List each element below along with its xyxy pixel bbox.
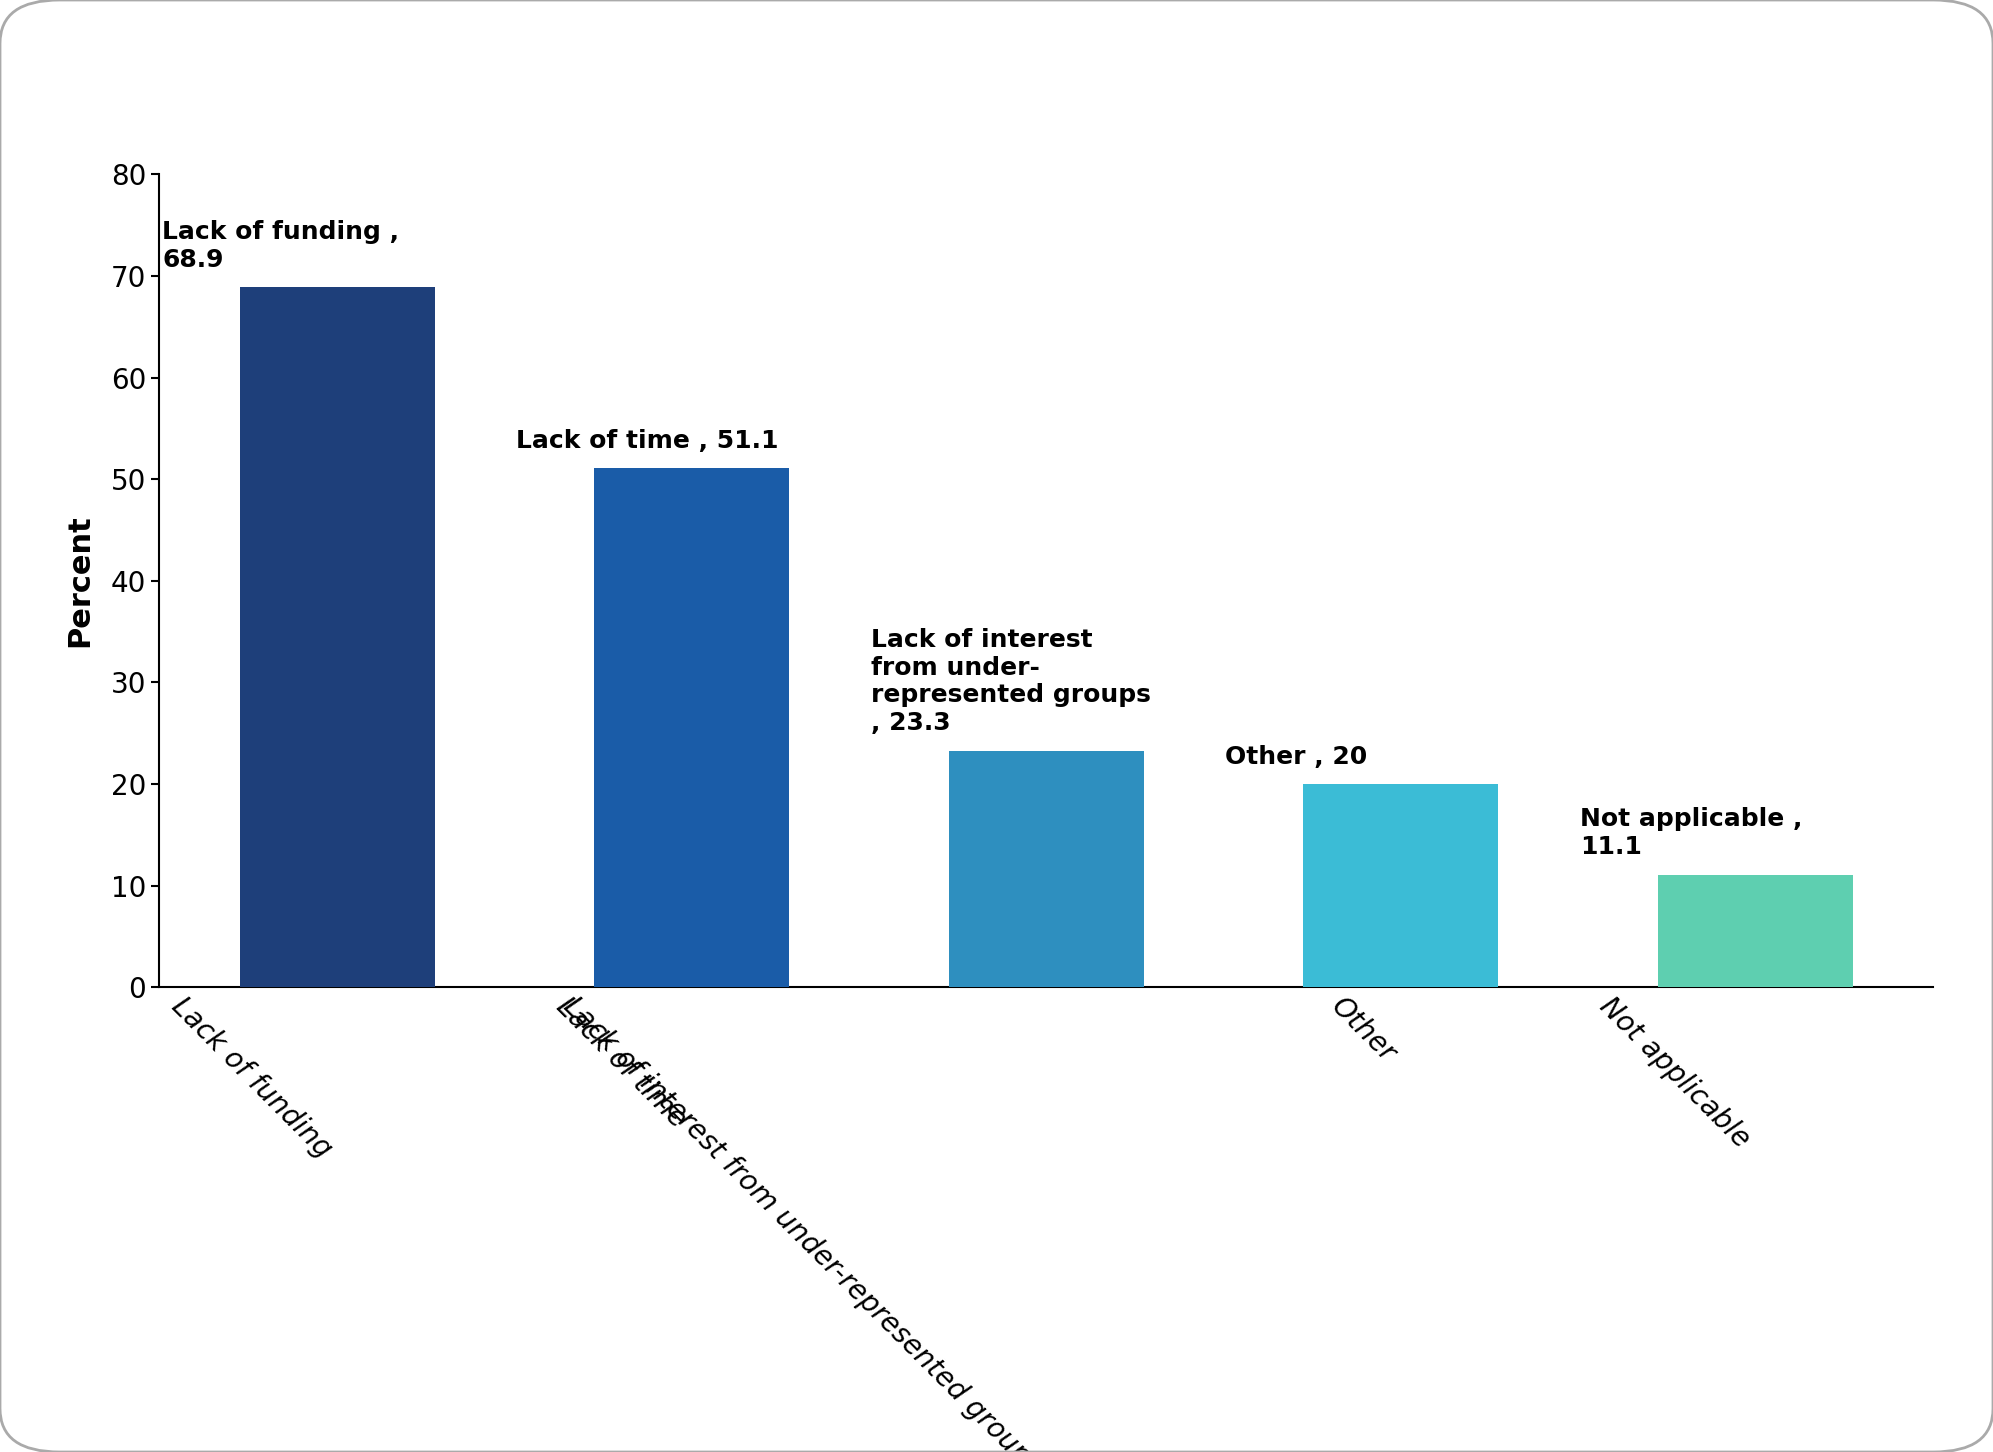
Y-axis label: Percent: Percent: [66, 514, 94, 648]
Text: Lack of time , 51.1: Lack of time , 51.1: [516, 428, 779, 453]
Bar: [594, 468, 789, 987]
Text: Other , 20: Other , 20: [1226, 745, 1367, 770]
Text: Lack of funding ,
68.9: Lack of funding , 68.9: [161, 221, 399, 272]
Bar: [949, 751, 1144, 987]
Text: Lack of interest
from under-
represented groups
, 23.3: Lack of interest from under- represented…: [871, 627, 1150, 735]
Bar: [1303, 784, 1499, 987]
Bar: [239, 287, 434, 987]
Bar: [1658, 874, 1853, 987]
Text: Not applicable ,
11.1: Not applicable , 11.1: [1580, 807, 1802, 860]
